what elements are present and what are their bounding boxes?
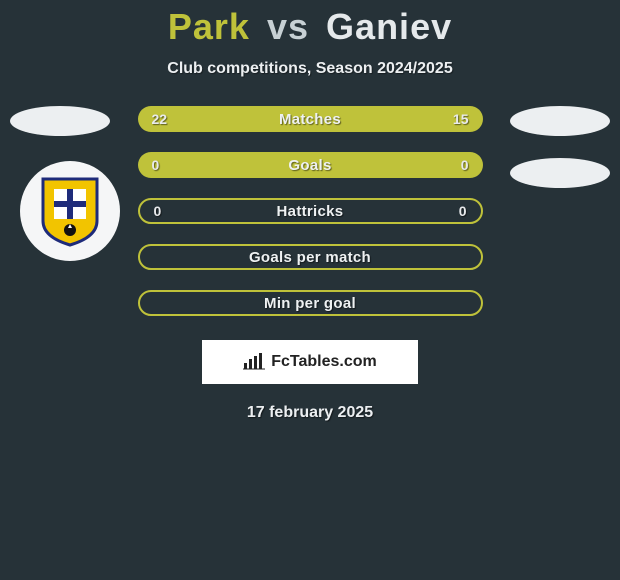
stat-row: Min per goal	[138, 290, 483, 316]
comparison-panel: 22 Matches 15 0 Goals 0 0 Hattricks 0 Goals per m…	[0, 106, 620, 422]
header: Park vs Ganiev Club competitions, Season…	[0, 0, 620, 78]
subtitle: Club competitions, Season 2024/2025	[0, 60, 620, 78]
club-crest-icon	[39, 175, 101, 247]
stats-rows: 22 Matches 15 0 Goals 0 0 Hattricks 0 Goals per m…	[138, 106, 483, 316]
stat-label: Hattricks	[277, 203, 344, 220]
player1-name: Park	[168, 6, 250, 47]
stat-value-left: 0	[152, 157, 160, 173]
stat-label: Goals	[288, 157, 331, 174]
stat-label: Min per goal	[264, 295, 356, 312]
footer-date: 17 february 2025	[0, 404, 620, 422]
p2-avatar-placeholder-1	[510, 106, 610, 136]
brand-text: FcTables.com	[271, 353, 377, 371]
stat-row: 0 Hattricks 0	[138, 198, 483, 224]
stat-value-left: 22	[152, 111, 168, 127]
p1-avatar-placeholder-1	[10, 106, 110, 136]
p2-avatar-placeholder-2	[510, 158, 610, 188]
stat-value-right: 0	[461, 157, 469, 173]
stat-value-right: 0	[459, 203, 467, 219]
stat-row: Goals per match	[138, 244, 483, 270]
stat-label: Goals per match	[249, 249, 371, 266]
vs-separator: vs	[267, 6, 309, 47]
stat-value-right: 15	[453, 111, 469, 127]
stat-value-left: 0	[154, 203, 162, 219]
brand-badge[interactable]: FcTables.com	[202, 340, 418, 384]
page-title: Park vs Ganiev	[0, 6, 620, 48]
stat-label: Matches	[279, 111, 341, 128]
player2-name: Ganiev	[326, 6, 452, 47]
stat-row: 0 Goals 0	[138, 152, 483, 178]
bar-chart-icon	[243, 353, 265, 371]
club-badge	[20, 161, 120, 261]
stat-row: 22 Matches 15	[138, 106, 483, 132]
